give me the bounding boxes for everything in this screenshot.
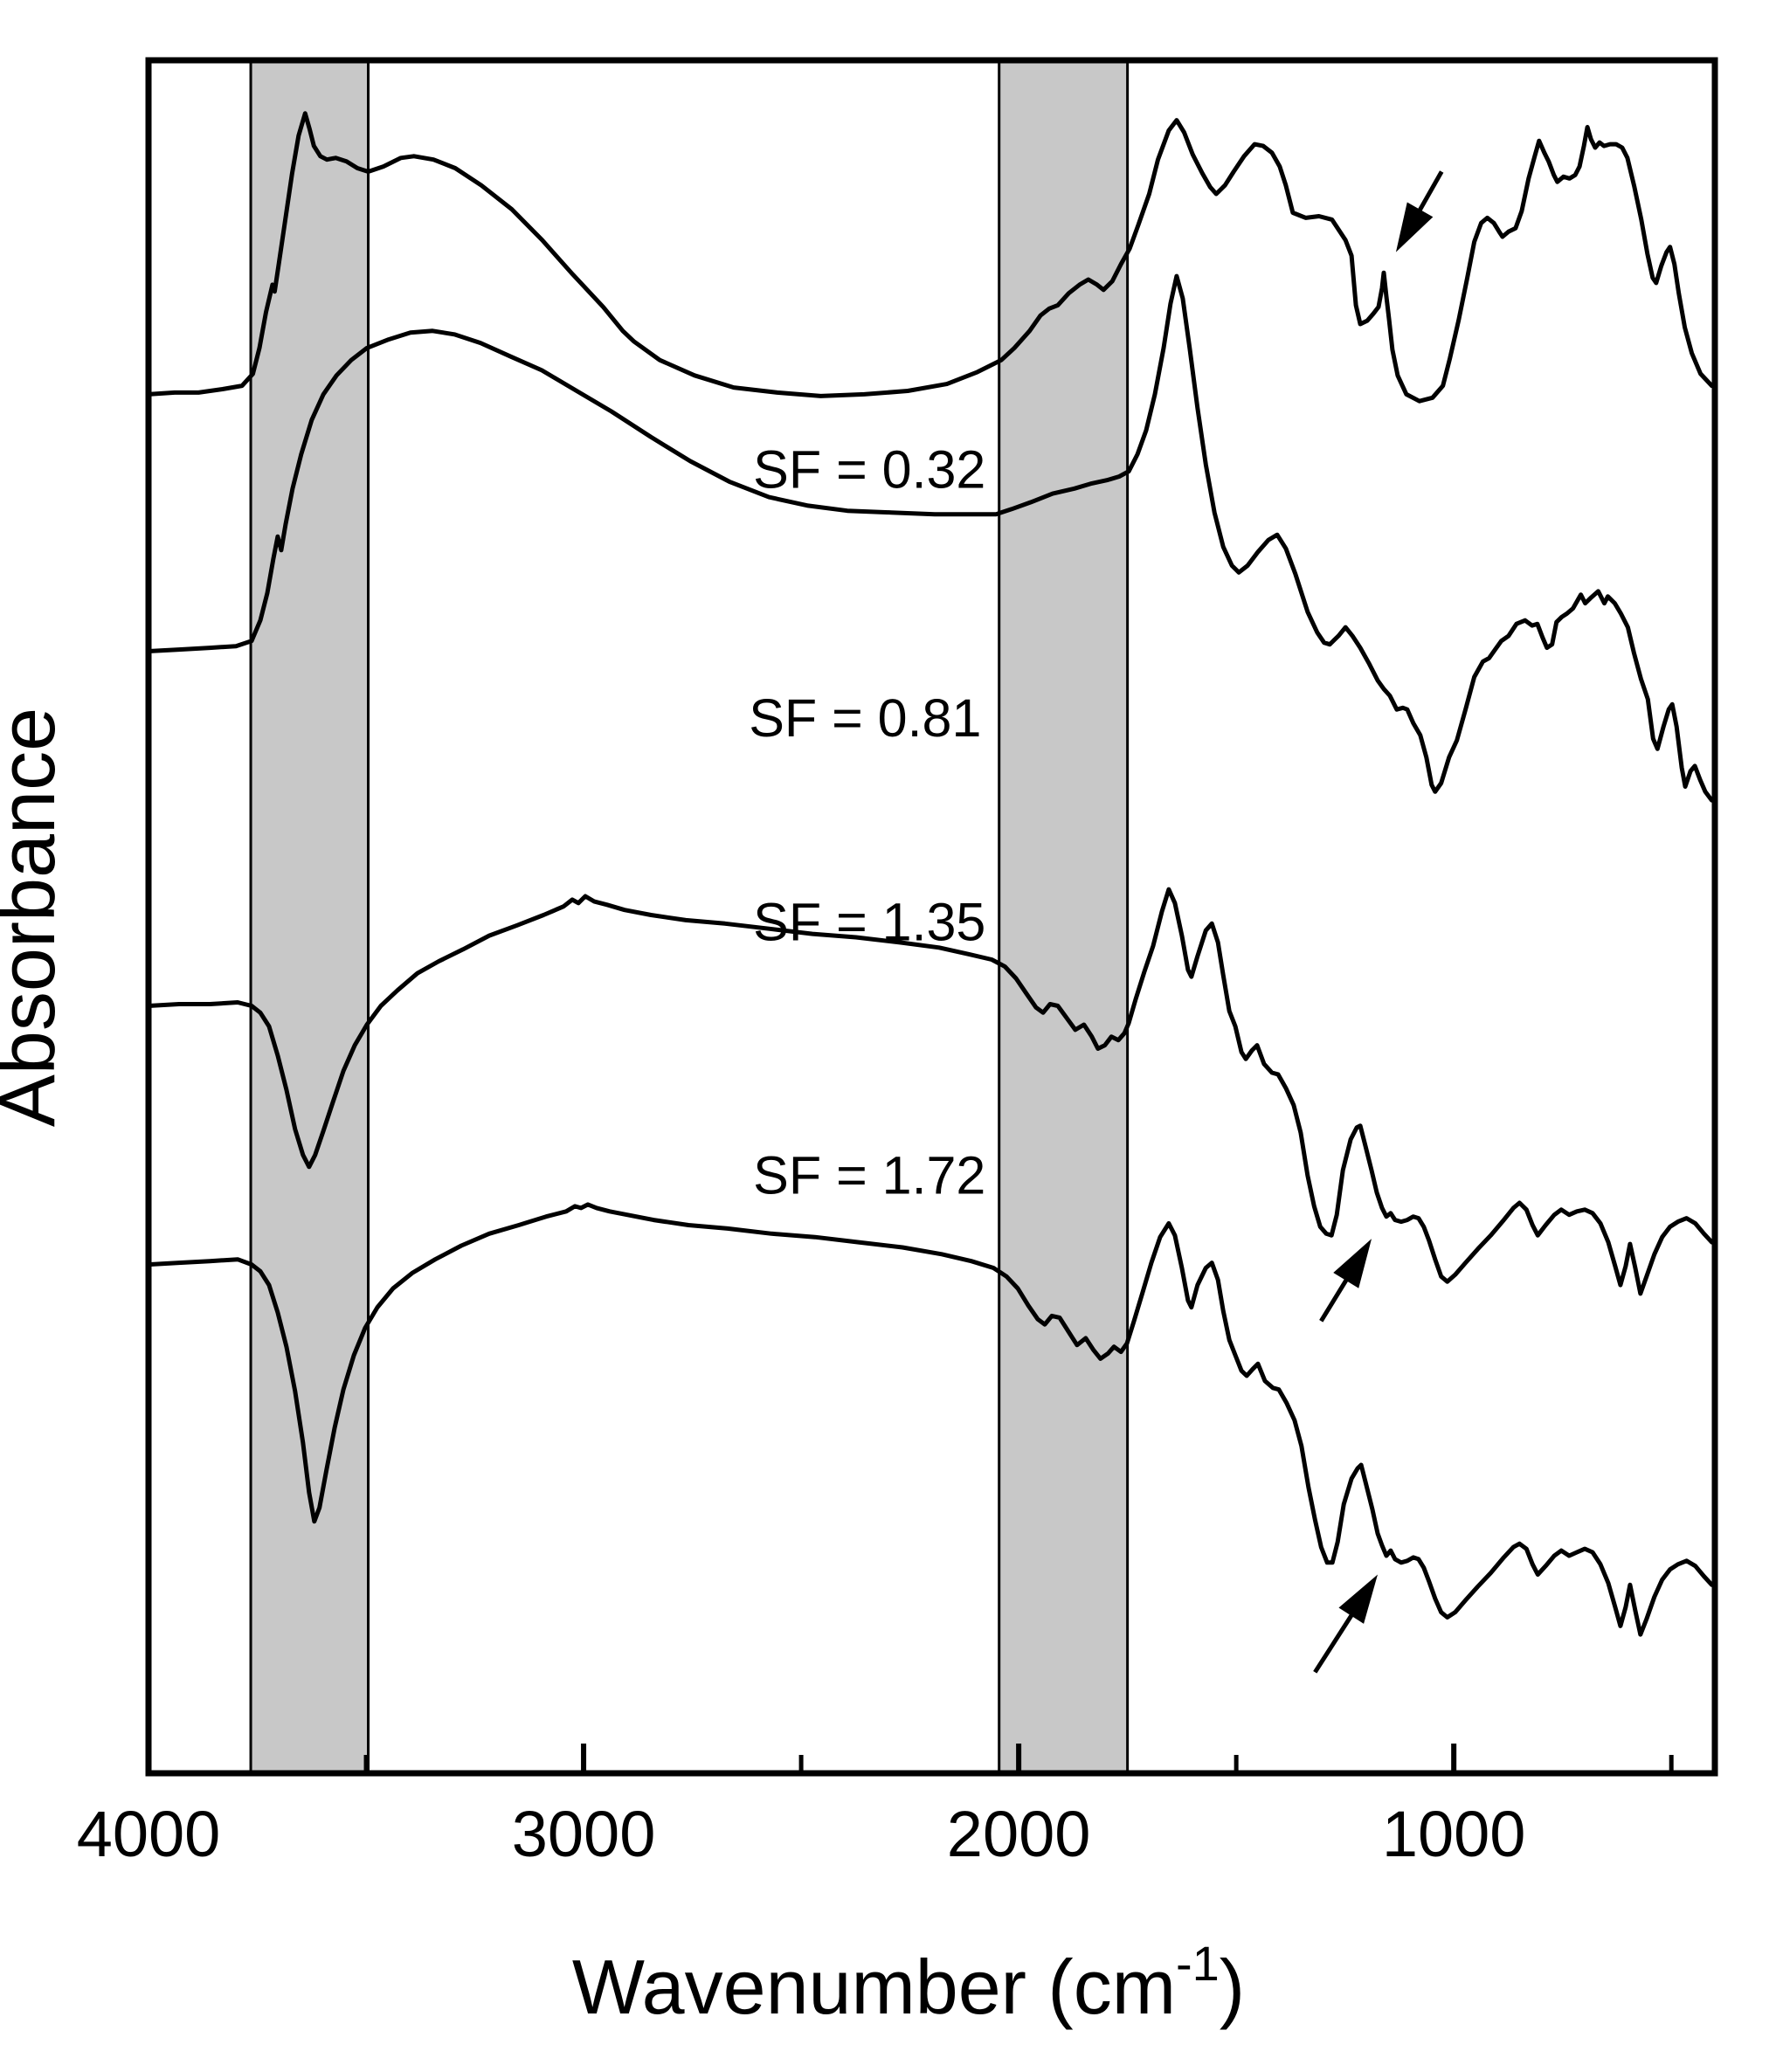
x-axis-ticks [146, 1744, 1674, 1773]
x-tick-label-4000: 4000 [77, 1798, 221, 1870]
y-axis-title: Absorbance [0, 708, 72, 1127]
plot-frame [145, 57, 1718, 1777]
x-axis-title-superscript: -1 [1176, 1936, 1220, 1991]
shaded-band-1 [249, 59, 370, 1775]
spectrum-curve-4 [146, 1202, 1714, 1637]
spectra-curves [146, 111, 1714, 1637]
plot-border [145, 57, 1718, 1777]
arrow-shaft-3 [1313, 1604, 1360, 1674]
x-axis-title-close: ) [1220, 1944, 1245, 2030]
series-label-3: SF = 1.35 [753, 892, 985, 951]
x-axis-tick-labels: 4000 3000 2000 1000 [77, 1798, 1526, 1870]
arrow-head-1 [1395, 202, 1434, 252]
arrow-head-3 [1338, 1574, 1379, 1624]
spectrum-curve-3 [146, 887, 1714, 1296]
series-labels: SF = 0.32 SF = 0.81 SF = 1.35 SF = 1.72 [749, 440, 985, 1205]
shaded-bands [249, 59, 1130, 1775]
x-axis-title-main: Wavenumber (cm [572, 1944, 1176, 2030]
series-label-2: SF = 0.81 [749, 688, 981, 748]
x-tick-label-2000: 2000 [947, 1798, 1091, 1870]
x-tick-label-1000: 1000 [1382, 1798, 1526, 1870]
spectrum-curve-1 [146, 111, 1714, 404]
arrow-head-2 [1333, 1239, 1372, 1288]
spectrum-curve-2 [146, 273, 1714, 803]
annotation-arrows [1313, 170, 1444, 1674]
x-axis-title: Wavenumber (cm-1) [572, 1936, 1245, 2030]
x-tick-label-3000: 3000 [512, 1798, 656, 1870]
series-label-4: SF = 1.72 [753, 1146, 985, 1205]
shaded-band-2 [998, 59, 1130, 1775]
series-label-1: SF = 0.32 [753, 440, 985, 500]
